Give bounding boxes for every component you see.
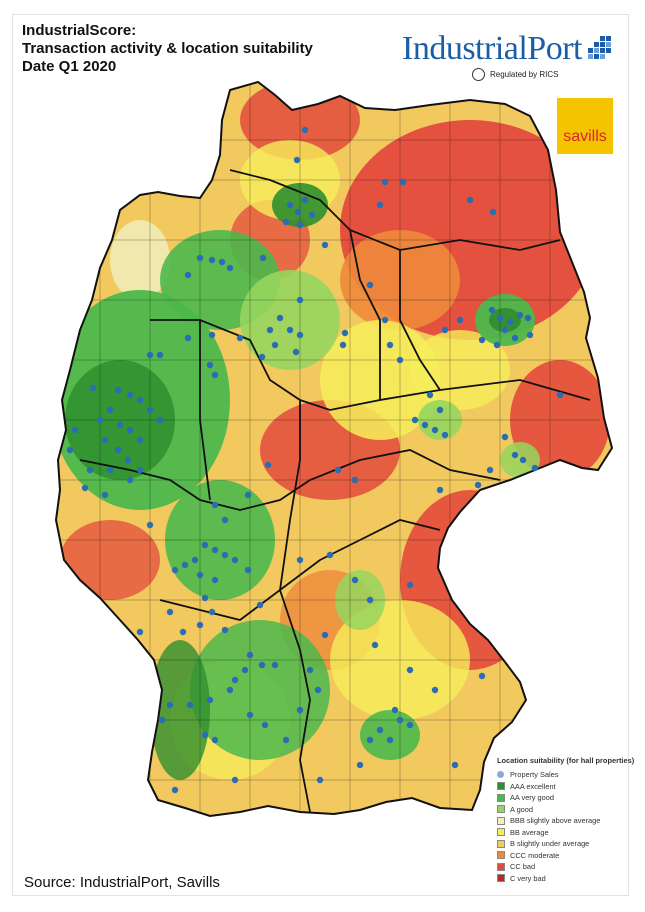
legend-item: A good xyxy=(497,804,627,816)
figure-frame xyxy=(12,14,629,896)
rics-icon xyxy=(472,68,485,81)
legend-item: AAA excellent xyxy=(497,781,627,793)
pixel-grid-icon xyxy=(588,36,611,59)
title-line-2: Transaction activity & location suitabil… xyxy=(22,40,313,57)
legend-item: C very bad xyxy=(497,873,627,885)
legend-label: BB average xyxy=(510,827,549,837)
regulated-text: Regulated by RICS xyxy=(490,70,559,79)
legend-label: C very bad xyxy=(510,873,546,883)
legend-label: CCC moderate xyxy=(510,850,560,860)
legend-item: CC bad xyxy=(497,861,627,873)
industrialport-logo: IndustrialPort Regulated by RICS xyxy=(402,30,622,90)
legend-label: BBB slightly above average xyxy=(510,816,601,826)
swatch-icon xyxy=(497,816,505,825)
map-title: IndustrialScore: Transaction activity & … xyxy=(22,22,313,76)
swatch-icon xyxy=(497,851,505,860)
swatch-icon xyxy=(497,805,505,814)
sales-dot-icon xyxy=(497,771,504,779)
legend-label: A good xyxy=(510,804,534,814)
legend-label: AAA excellent xyxy=(510,781,556,791)
legend-item: BB average xyxy=(497,827,627,839)
savills-logo: savills xyxy=(557,98,613,154)
legend-title: Location suitability (for hall propertie… xyxy=(497,756,635,765)
swatch-icon xyxy=(497,782,505,791)
title-line-1: IndustrialScore: xyxy=(22,22,137,39)
legend-label: CC bad xyxy=(510,862,536,872)
swatch-icon xyxy=(497,793,505,802)
title-line-3: Date Q1 2020 xyxy=(22,58,117,75)
legend-item-sales: Property Sales xyxy=(497,769,627,781)
district-boundaries xyxy=(60,82,600,816)
swatch-icon xyxy=(497,839,505,848)
swatch-icon xyxy=(497,862,505,871)
legend-item: CCC moderate xyxy=(497,850,627,862)
legend: Location suitability (for hall propertie… xyxy=(497,756,635,885)
legend-item: BBB slightly above average xyxy=(497,815,627,827)
legend-label: AA very good xyxy=(510,793,554,803)
suitability-heatmap xyxy=(56,82,612,816)
legend-label: B slightly under average xyxy=(510,839,590,849)
property-sales-dots xyxy=(66,126,564,794)
swatch-icon xyxy=(497,828,505,837)
legend-sales-label: Property Sales xyxy=(510,770,559,780)
savills-label: savills xyxy=(563,128,607,145)
source-note: Source: IndustrialPort, Savills xyxy=(24,874,220,891)
legend-item: AA very good xyxy=(497,792,627,804)
state-boundaries xyxy=(79,169,591,813)
swatch-icon xyxy=(497,874,505,883)
legend-item: B slightly under average xyxy=(497,838,627,850)
logo-name: IndustrialPort xyxy=(402,30,582,67)
